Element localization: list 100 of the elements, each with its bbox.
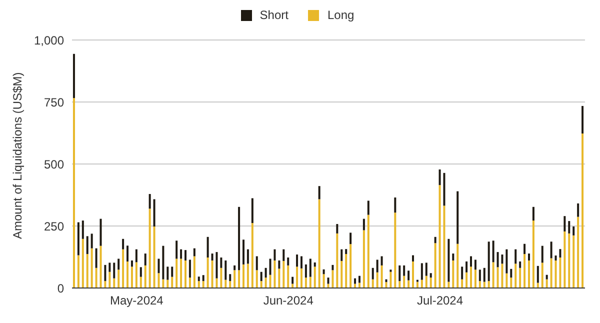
bar bbox=[398, 281, 401, 288]
bar bbox=[430, 278, 432, 288]
bar bbox=[135, 262, 138, 288]
bar bbox=[532, 206, 534, 221]
bar bbox=[82, 238, 84, 288]
bar bbox=[380, 265, 383, 288]
bar bbox=[470, 266, 472, 288]
bar bbox=[166, 280, 169, 288]
bar bbox=[282, 249, 285, 261]
bar bbox=[322, 274, 325, 288]
bar bbox=[501, 254, 504, 264]
bar bbox=[340, 249, 343, 261]
bar bbox=[193, 256, 196, 288]
bar bbox=[260, 272, 262, 282]
bar bbox=[296, 254, 298, 267]
bar bbox=[242, 240, 244, 264]
bar bbox=[309, 276, 312, 288]
bar bbox=[122, 238, 124, 250]
bar bbox=[452, 260, 454, 288]
bar bbox=[202, 281, 204, 288]
bar bbox=[456, 244, 459, 288]
bar bbox=[256, 256, 258, 270]
bar bbox=[90, 234, 93, 248]
bar bbox=[438, 169, 441, 186]
bar bbox=[144, 254, 146, 266]
bar bbox=[546, 274, 548, 280]
bar bbox=[492, 240, 494, 262]
bar bbox=[345, 249, 348, 254]
bar bbox=[443, 206, 446, 288]
bar bbox=[564, 216, 566, 232]
bar bbox=[385, 279, 388, 282]
bar bbox=[148, 208, 151, 288]
bar bbox=[153, 199, 156, 226]
bar bbox=[180, 258, 182, 288]
bar bbox=[510, 268, 512, 278]
bar bbox=[336, 233, 338, 288]
bar bbox=[528, 260, 530, 288]
bar bbox=[519, 261, 522, 268]
bar bbox=[380, 256, 383, 266]
bar bbox=[488, 281, 490, 288]
bar bbox=[496, 252, 499, 268]
bar bbox=[224, 280, 227, 288]
bar bbox=[488, 242, 490, 282]
bar bbox=[461, 266, 464, 280]
bar bbox=[550, 258, 552, 288]
bar bbox=[211, 254, 214, 260]
bar bbox=[546, 279, 548, 288]
bar bbox=[568, 233, 570, 288]
bar bbox=[572, 226, 575, 236]
bar bbox=[362, 230, 365, 288]
bar bbox=[385, 282, 388, 288]
y-tick-label: 250 bbox=[44, 219, 64, 234]
bar bbox=[162, 279, 164, 288]
bar bbox=[113, 278, 116, 288]
bar bbox=[532, 220, 534, 288]
x-tick-label: Jul-2024 bbox=[417, 294, 464, 308]
bar bbox=[394, 212, 396, 288]
bar bbox=[474, 270, 476, 288]
bar bbox=[158, 258, 160, 274]
bar bbox=[202, 275, 204, 282]
bar bbox=[345, 254, 348, 288]
bar bbox=[528, 254, 530, 260]
bar bbox=[224, 260, 227, 280]
bar bbox=[474, 260, 476, 270]
bar bbox=[77, 255, 80, 288]
bar bbox=[322, 269, 325, 274]
bar bbox=[314, 266, 316, 288]
bar bbox=[394, 197, 396, 213]
bar bbox=[188, 278, 191, 288]
bar bbox=[412, 255, 414, 262]
bar bbox=[246, 264, 249, 288]
bar bbox=[278, 260, 280, 269]
bar bbox=[478, 270, 481, 282]
bar bbox=[434, 243, 436, 288]
bar bbox=[162, 246, 164, 280]
bar bbox=[318, 186, 320, 200]
bar bbox=[559, 257, 562, 288]
bar bbox=[216, 278, 218, 288]
bar bbox=[554, 256, 557, 260]
bar bbox=[108, 262, 111, 272]
bar bbox=[90, 248, 93, 288]
bar bbox=[536, 266, 539, 283]
bar bbox=[332, 270, 334, 288]
bar bbox=[148, 194, 151, 209]
bar bbox=[193, 248, 196, 256]
bar bbox=[425, 262, 428, 276]
bar bbox=[541, 262, 544, 288]
bar bbox=[448, 238, 450, 282]
bar bbox=[166, 266, 169, 280]
bar bbox=[269, 274, 272, 288]
bar bbox=[229, 281, 232, 288]
bar bbox=[216, 252, 218, 278]
bar bbox=[340, 260, 343, 288]
bar bbox=[211, 260, 214, 288]
bar bbox=[278, 268, 280, 288]
bar bbox=[577, 216, 580, 288]
bar bbox=[582, 106, 584, 134]
bar bbox=[153, 226, 156, 288]
bar bbox=[220, 268, 222, 288]
bar bbox=[229, 274, 232, 282]
